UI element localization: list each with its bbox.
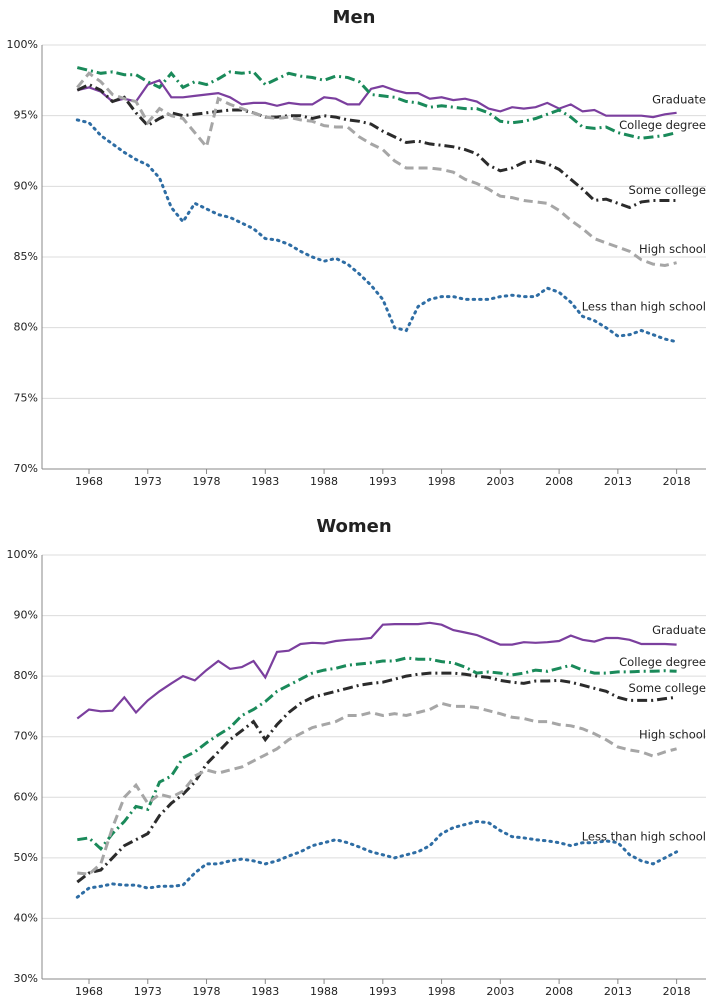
x-tick-label: 1978	[193, 475, 221, 488]
x-tick-label: 1983	[251, 475, 279, 488]
y-tick-label: 85%	[14, 250, 38, 263]
series-label: College degree	[619, 118, 706, 132]
y-tick-label: 70%	[14, 462, 38, 475]
x-tick-label: 1983	[251, 985, 279, 998]
x-tick-label: 2008	[545, 985, 573, 998]
x-tick-label: 1978	[193, 985, 221, 998]
y-tick-label: 100%	[7, 548, 38, 561]
x-tick-label: 2013	[604, 985, 632, 998]
chart-title: Women	[316, 516, 391, 537]
series-label: High school	[639, 242, 706, 256]
series-label: Graduate	[652, 623, 706, 637]
series-label: Some college	[629, 681, 706, 695]
series-label: Less than high school	[582, 299, 706, 313]
x-tick-label: 2003	[486, 985, 514, 998]
y-tick-label: 60%	[14, 790, 38, 803]
x-tick-label: 1993	[369, 475, 397, 488]
x-tick-label: 2018	[663, 985, 691, 998]
series-label: College degree	[619, 655, 706, 669]
y-tick-label: 90%	[14, 609, 38, 622]
x-tick-label: 1988	[310, 475, 338, 488]
y-tick-label: 70%	[14, 730, 38, 743]
x-tick-label: 1973	[134, 985, 162, 998]
series-line	[75, 819, 679, 899]
x-tick-label: 2003	[486, 475, 514, 488]
y-tick-label: 90%	[14, 179, 38, 192]
series-label: Less than high school	[582, 829, 706, 843]
series-label: Some college	[629, 183, 706, 197]
x-tick-label: 2008	[545, 475, 573, 488]
x-tick-label: 1993	[369, 985, 397, 998]
y-tick-label: 100%	[7, 38, 38, 51]
series-line	[75, 118, 679, 344]
x-tick-label: 1968	[75, 475, 103, 488]
y-tick-label: 50%	[14, 851, 38, 864]
y-tick-label: 30%	[14, 972, 38, 985]
x-tick-label: 1988	[310, 985, 338, 998]
y-tick-label: 80%	[14, 321, 38, 334]
y-tick-label: 40%	[14, 911, 38, 924]
series-line	[76, 71, 677, 268]
chart-title: Men	[333, 7, 376, 28]
x-tick-label: 1998	[428, 475, 456, 488]
y-tick-label: 75%	[14, 391, 38, 404]
series-line	[77, 656, 677, 852]
series-line	[76, 82, 677, 210]
series-label: High school	[639, 727, 706, 741]
y-tick-label: 95%	[14, 109, 38, 122]
x-tick-label: 2013	[604, 475, 632, 488]
y-tick-label: 80%	[14, 669, 38, 682]
series-line	[76, 66, 677, 140]
series-line	[77, 701, 677, 876]
series-line	[77, 78, 677, 119]
series-label: Graduate	[652, 92, 706, 106]
series-line	[76, 671, 677, 884]
x-tick-label: 1973	[134, 475, 162, 488]
x-tick-label: 2018	[663, 475, 691, 488]
x-tick-label: 1998	[428, 985, 456, 998]
x-tick-label: 1968	[75, 985, 103, 998]
series-line	[76, 621, 677, 720]
